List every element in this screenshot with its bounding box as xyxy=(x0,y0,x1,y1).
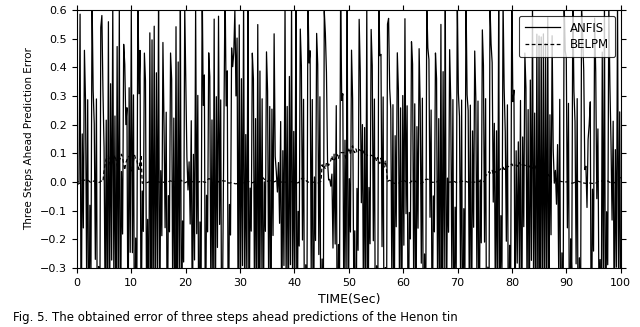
BELPM xyxy=(349,144,356,148)
BELPM xyxy=(335,157,342,161)
BELPM xyxy=(520,163,527,166)
BELPM xyxy=(369,154,376,158)
ANFIS xyxy=(369,64,376,68)
Text: Fig. 5. The obtained error of three steps ahead predictions of the Henon tin: Fig. 5. The obtained error of three step… xyxy=(13,311,458,324)
Y-axis label: Three Steps Ahead Prediction Error: Three Steps Ahead Prediction Error xyxy=(24,47,35,231)
BELPM xyxy=(398,179,406,183)
X-axis label: TIME(Sec): TIME(Sec) xyxy=(317,293,380,306)
BELPM xyxy=(332,157,339,161)
ANFIS xyxy=(520,225,527,229)
BELPM xyxy=(605,180,612,183)
Line: ANFIS: ANFIS xyxy=(77,0,621,327)
ANFIS xyxy=(332,104,340,108)
Legend: ANFIS, BELPM: ANFIS, BELPM xyxy=(519,16,615,57)
ANFIS xyxy=(336,282,344,285)
BELPM xyxy=(73,182,81,186)
BELPM xyxy=(617,176,625,180)
Line: BELPM: BELPM xyxy=(77,146,621,184)
ANFIS xyxy=(606,83,614,87)
ANFIS xyxy=(73,180,81,184)
